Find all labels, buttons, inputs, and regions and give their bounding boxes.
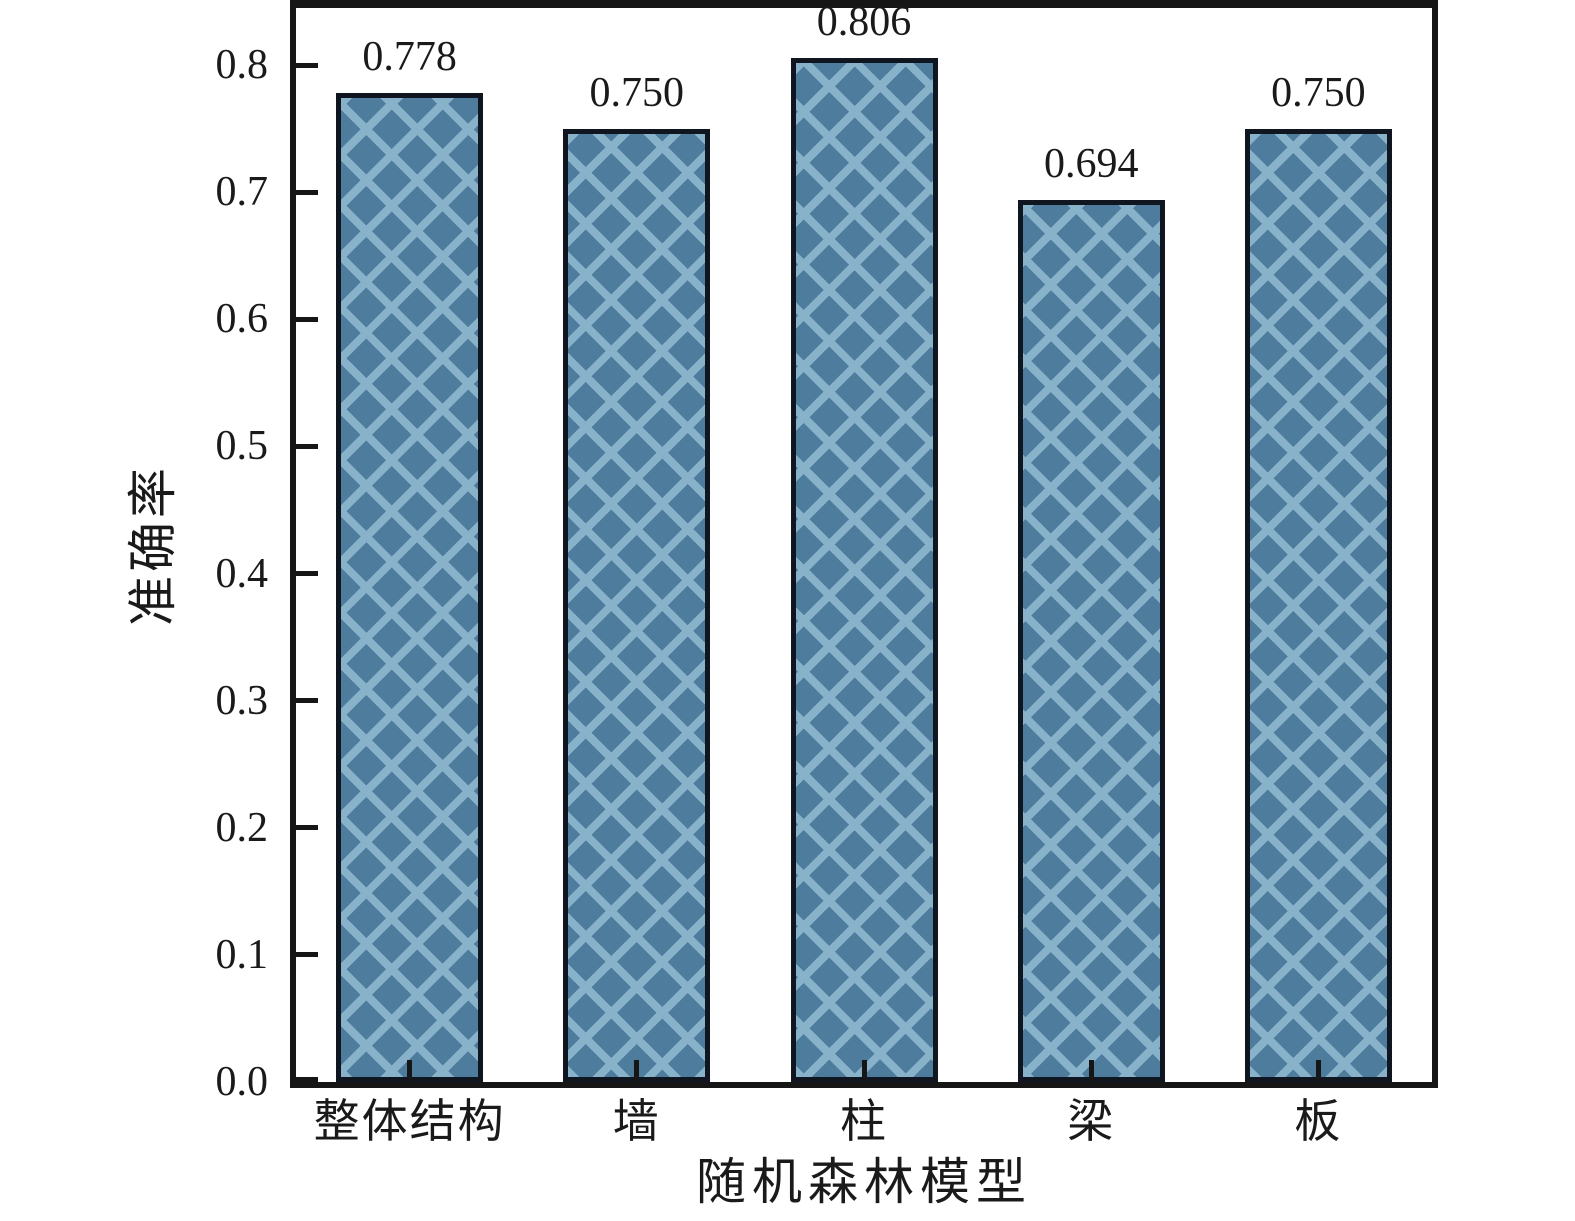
bar-3 <box>790 57 938 1082</box>
x-tick-mark <box>634 1060 640 1082</box>
y-tick-mark <box>296 698 318 704</box>
bar-4 <box>1017 199 1165 1082</box>
x-tick-mark <box>407 1060 413 1082</box>
x-tick-label: 柱 <box>840 1096 888 1147</box>
x-tick-mark <box>861 1060 867 1082</box>
y-tick-mark <box>296 316 318 322</box>
y-tick-label: 0.6 <box>215 296 269 343</box>
y-tick-label: 0.1 <box>215 931 269 978</box>
y-tick-label: 0.4 <box>215 550 269 597</box>
y-tick-label: 0.3 <box>215 677 269 724</box>
bar-value-label: 0.778 <box>362 34 457 81</box>
y-tick-label: 0.2 <box>215 804 269 851</box>
y-tick-label: 0.7 <box>215 169 269 216</box>
y-tick-label: 0.8 <box>215 42 269 89</box>
x-axis-title: 随机森林模型 <box>696 1154 1032 1210</box>
x-tick-label: 板 <box>1294 1096 1343 1147</box>
bar-2 <box>563 128 711 1082</box>
bar-value-label: 0.694 <box>1043 140 1139 187</box>
bar-value-label: 0.806 <box>816 0 912 45</box>
y-tick-mark <box>296 189 318 195</box>
y-tick-mark <box>296 62 318 68</box>
y-tick-label: 0.5 <box>215 423 269 470</box>
bar-value-label: 0.750 <box>1271 69 1366 116</box>
y-tick-mark <box>296 952 318 958</box>
x-tick-label: 墙 <box>612 1096 661 1147</box>
bar-value-label: 0.750 <box>589 69 685 116</box>
x-tick-mark <box>1315 1060 1321 1082</box>
bar-5 <box>1244 128 1392 1082</box>
x-tick-mark <box>1088 1060 1094 1082</box>
x-tick-label: 整体结构 <box>313 1096 506 1147</box>
y-tick-mark <box>296 443 318 449</box>
y-tick-mark <box>296 825 318 831</box>
bar-1 <box>336 93 484 1082</box>
y-tick-mark <box>296 1077 318 1082</box>
y-tick-mark <box>296 571 318 577</box>
x-tick-label: 梁 <box>1067 1096 1116 1147</box>
y-tick-label: 0.0 <box>215 1059 269 1105</box>
plot-area: 0.778 0.750 0.806 0.694 0.750 <box>290 0 1438 1088</box>
